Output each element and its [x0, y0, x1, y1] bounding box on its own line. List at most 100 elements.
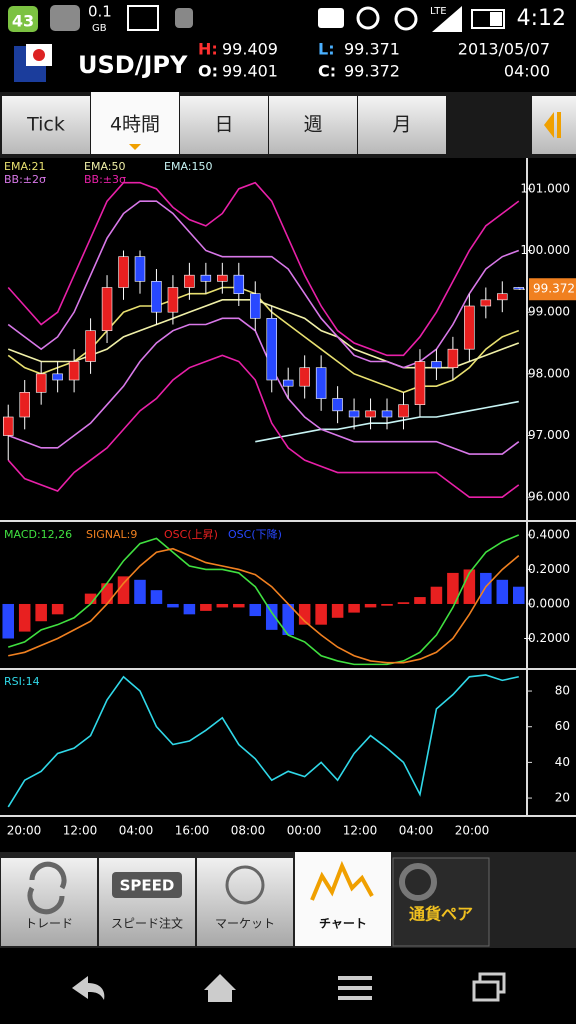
home-button[interactable]	[204, 974, 236, 1002]
osc-bar	[513, 586, 525, 604]
candle-body	[35, 373, 47, 393]
candle-body	[250, 293, 261, 319]
nav-label: トレード	[25, 917, 73, 931]
nav-label: スピード注文	[111, 916, 183, 931]
battery-level	[490, 12, 502, 26]
low-value: 99.371	[344, 40, 400, 59]
nav-item[interactable]	[99, 858, 195, 946]
nav-label: 通貨ペア	[409, 905, 473, 924]
tab-label: 月	[392, 114, 411, 136]
legend-entry: OSC(下降)	[228, 527, 282, 541]
heart-icon	[356, 6, 380, 30]
candle-body	[332, 398, 343, 412]
nav-item[interactable]	[1, 858, 97, 946]
bar-time: 04:00	[504, 62, 550, 81]
x-tick-label: 00:00	[287, 824, 322, 838]
osc-bar	[315, 603, 327, 625]
image-icon	[127, 5, 159, 31]
y-tick-label: 97.000	[528, 428, 570, 442]
osc-bar	[331, 603, 344, 618]
last-price-label: 99.372	[533, 282, 575, 296]
flag-jp-sun	[33, 49, 45, 61]
osc-bar	[233, 603, 245, 608]
candle-body	[167, 287, 179, 313]
y-tick-label: 98.000	[528, 366, 570, 380]
y-tick-label: 101.000	[520, 181, 570, 195]
tab[interactable]	[358, 96, 446, 154]
candle-body	[151, 281, 162, 313]
y-tick-label: 80	[555, 684, 570, 698]
osc-bar	[134, 579, 146, 604]
tab[interactable]	[180, 96, 268, 154]
legend-entry: SIGNAL:9	[86, 528, 137, 541]
candle-body	[299, 367, 310, 387]
signal-icon	[432, 6, 462, 32]
osc-bar	[167, 603, 179, 608]
y-tick-label: 0.0000	[528, 596, 570, 610]
recent-button[interactable]	[472, 972, 506, 1002]
candle-body	[447, 348, 459, 368]
candle-body	[348, 410, 360, 418]
osc-bar	[447, 572, 459, 604]
osc-bar	[200, 603, 212, 611]
chart-panel	[0, 670, 576, 815]
clock: 4:12	[517, 6, 566, 31]
osc-bar	[249, 603, 262, 617]
candle-body	[233, 274, 245, 294]
back-button[interactable]	[72, 976, 105, 1000]
nav-label: チャート	[319, 917, 367, 931]
y-tick-label: 60	[555, 719, 570, 733]
candle-body	[497, 293, 508, 301]
osc-bar	[364, 603, 377, 608]
osc-bar	[397, 602, 410, 604]
nav-item[interactable]	[392, 857, 490, 947]
legend-entry: MACD:12,26	[4, 528, 72, 541]
notification-count: 43	[12, 12, 34, 31]
candle-body	[414, 361, 426, 405]
tab[interactable]	[2, 96, 90, 154]
osc-bar	[84, 593, 97, 604]
data-unit: GB	[92, 23, 107, 34]
x-tick-label: 20:00	[455, 824, 490, 838]
last-price-box	[529, 278, 576, 301]
osc-bar	[183, 603, 196, 615]
y-tick-label: 100.000	[520, 243, 570, 257]
osc-bar	[216, 603, 229, 608]
legend-entry: EMA:21	[4, 160, 45, 173]
series-line	[7, 354, 520, 498]
osc-bar	[2, 603, 14, 639]
chart-icon	[310, 860, 374, 901]
osc-bar	[381, 603, 393, 606]
tab[interactable]	[91, 92, 179, 154]
series-line	[7, 674, 519, 808]
candle-body	[101, 287, 113, 331]
nav-label: マーケット	[215, 917, 275, 931]
legend-entry: RSI:14	[4, 675, 40, 688]
osc-bar	[480, 572, 492, 604]
x-tick-label: 12:00	[63, 824, 98, 838]
side-toggle-arrow	[544, 112, 554, 138]
osc-bar	[298, 603, 311, 625]
date: 2013/05/07	[458, 40, 550, 59]
market-icon	[225, 865, 265, 905]
menu-button[interactable]	[338, 976, 372, 1000]
low-label: L:	[318, 40, 335, 59]
ip-icon	[50, 5, 80, 31]
tab-label: 4時間	[110, 114, 160, 136]
trade-icon	[27, 861, 67, 915]
candle-body	[480, 299, 492, 307]
candle-body	[398, 404, 409, 418]
candle-body	[431, 361, 442, 368]
x-tick-label: 16:00	[175, 824, 210, 838]
voicemail-icon	[318, 8, 344, 28]
osc-bar	[348, 603, 360, 613]
candle-body	[217, 274, 228, 282]
sync-icon	[175, 8, 193, 28]
candle-body	[464, 305, 475, 350]
x-tick-label: 04:00	[399, 824, 434, 838]
x-tick-label: 08:00	[231, 824, 266, 838]
tab[interactable]	[269, 96, 357, 154]
candle-body	[19, 392, 30, 418]
legend-entry: EMA:150	[164, 160, 212, 173]
